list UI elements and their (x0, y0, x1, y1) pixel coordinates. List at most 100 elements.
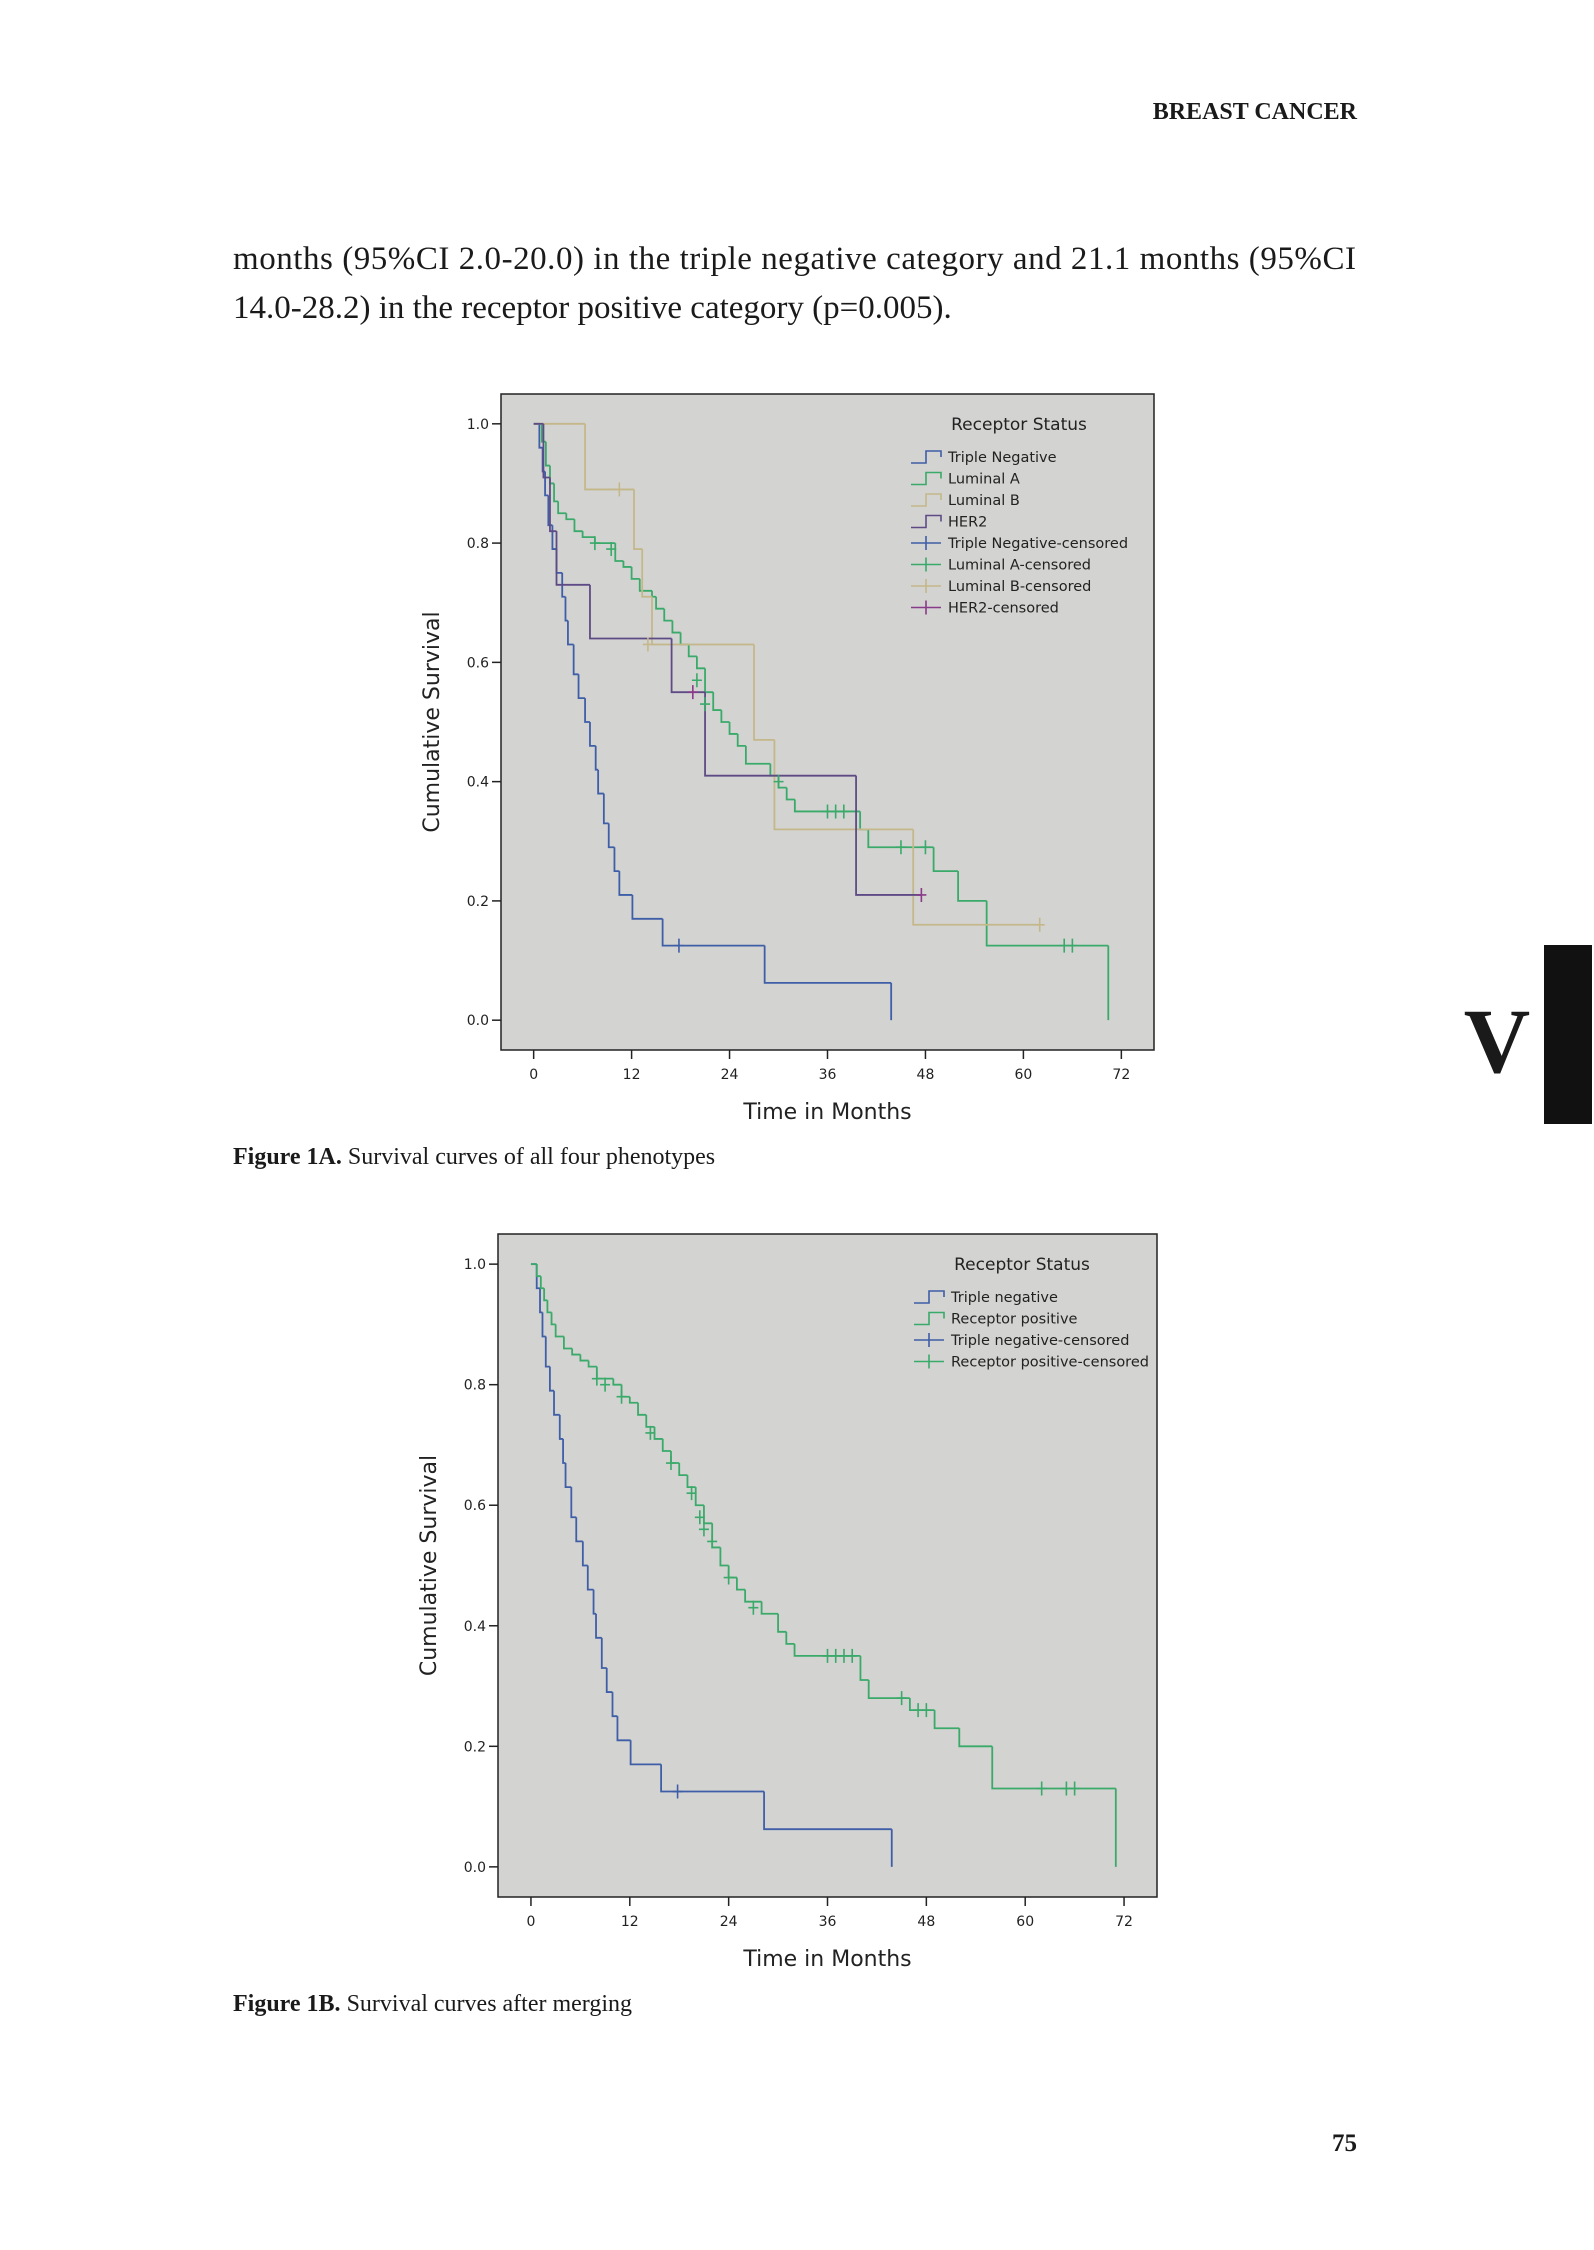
legend-label: Triple Negative-censored (947, 536, 1128, 552)
survival-step (678, 1463, 688, 1476)
legend-symbol (911, 471, 942, 486)
legend-title: Receptor Status (951, 415, 1087, 435)
x-axis-title: Time in Months (742, 1100, 911, 1125)
figure-caption: Figure 1A. Survival curves of all four p… (233, 1144, 715, 1170)
legend-symbol (914, 1311, 945, 1326)
censor-mark (606, 542, 617, 557)
survival-step (660, 1764, 765, 1793)
y-axis-title: Cumulative Survival (417, 1455, 442, 1676)
survival-step (641, 549, 653, 598)
figure-caption: Figure 1B. Survival curves after merging (233, 1991, 632, 2017)
survival-step (613, 847, 620, 872)
survival-step (589, 722, 596, 747)
survival-step (602, 793, 609, 825)
censor-mark (1069, 1781, 1080, 1796)
censor-mark (645, 1425, 656, 1440)
survival-step (712, 692, 722, 711)
survival-step (744, 1589, 762, 1603)
legend-symbol (911, 493, 942, 507)
survival-step (570, 1487, 577, 1519)
x-tick-label: 72 (1115, 1914, 1133, 1930)
survival-step (719, 1547, 729, 1567)
survival-step (586, 1565, 594, 1591)
legend-label: HER2-censored (948, 601, 1059, 617)
censor-mark (589, 536, 600, 551)
censor-mark (687, 685, 698, 700)
y-tick-label: 1.0 (464, 1257, 486, 1273)
survival-step (753, 644, 775, 741)
survival-step (589, 584, 672, 640)
survival-step (618, 871, 633, 896)
survival-step (587, 1360, 597, 1368)
chart: 0.0 0.2 0.4 0.6 0.8 1.0 0 12 24 36 48 60 72 Time in M… (417, 1233, 1158, 1972)
survival-step (579, 1354, 589, 1362)
survival-step (867, 829, 934, 849)
legend-label: Luminal A-censored (948, 558, 1091, 574)
survival-step (567, 620, 574, 646)
survival-step (687, 644, 697, 658)
survival-step (542, 423, 550, 479)
y-tick-label: 0.8 (464, 1378, 486, 1394)
survival-step (957, 871, 987, 902)
survival-step (571, 1348, 581, 1356)
survival-step (563, 1336, 573, 1350)
y-axis-title: Cumulative Survival (420, 611, 445, 832)
x-tick-label: 24 (720, 1914, 738, 1930)
survival-step (558, 1414, 564, 1440)
survival-step (622, 560, 632, 568)
survival-step (785, 787, 795, 801)
x-tick-label: 12 (623, 1067, 641, 1083)
legend-symbol (914, 1290, 945, 1304)
x-tick-label: 72 (1112, 1067, 1130, 1083)
censor-mark (614, 482, 625, 497)
survival-step (540, 423, 546, 443)
legend-label: Triple negative-censored (950, 1333, 1129, 1349)
y-tick-label: 0.2 (464, 1739, 486, 1755)
survival-step (630, 566, 640, 580)
survival-step (550, 1312, 556, 1326)
survival-step (535, 1264, 541, 1278)
chart: 0.0 0.2 0.4 0.6 0.8 1.0 0 12 24 36 48 60 72 Time in M… (420, 393, 1155, 1125)
survival-step (564, 596, 568, 622)
survival-step (581, 1541, 588, 1567)
survival-step (653, 1426, 663, 1440)
survival-step (663, 608, 673, 622)
censor-mark (672, 1784, 683, 1799)
survival-step (661, 1438, 671, 1452)
censor-mark (723, 1570, 734, 1585)
legend-label: Luminal B (948, 493, 1020, 509)
x-tick-label: 36 (819, 1067, 837, 1083)
censor-mark (1067, 938, 1078, 953)
legend-label: Triple Negative (947, 450, 1057, 466)
page-number: 75 (1332, 2130, 1357, 2157)
censor-mark (916, 887, 927, 902)
survival-step (554, 1324, 564, 1338)
survival-step (611, 1692, 618, 1718)
survival-step (538, 423, 543, 449)
caption-label: Figure 1B. (233, 1991, 341, 2017)
survival-step (728, 722, 738, 735)
survival-step (543, 1288, 548, 1302)
survival-step (704, 692, 857, 777)
survival-step (607, 823, 615, 849)
survival-step (544, 471, 549, 497)
x-tick-label: 36 (819, 1914, 837, 1930)
survival-step (628, 1396, 639, 1404)
survival-step (544, 441, 550, 467)
survival-step (572, 644, 579, 676)
censor-mark (691, 673, 702, 688)
survival-step (548, 1366, 555, 1392)
survival-step (661, 918, 765, 947)
legend-symbol (911, 450, 942, 464)
survival-step (633, 489, 643, 550)
censor-mark (686, 1486, 697, 1501)
survival-step (546, 1300, 552, 1314)
legend-label: Luminal A (948, 472, 1020, 488)
survival-step (785, 1631, 795, 1645)
censor-mark (847, 1648, 858, 1663)
legend-symbol (911, 600, 941, 615)
survival-step (912, 829, 1040, 926)
y-tick-label: 0.0 (464, 1860, 486, 1876)
survival-step (671, 620, 681, 634)
y-tick-label: 0.4 (464, 1619, 486, 1635)
